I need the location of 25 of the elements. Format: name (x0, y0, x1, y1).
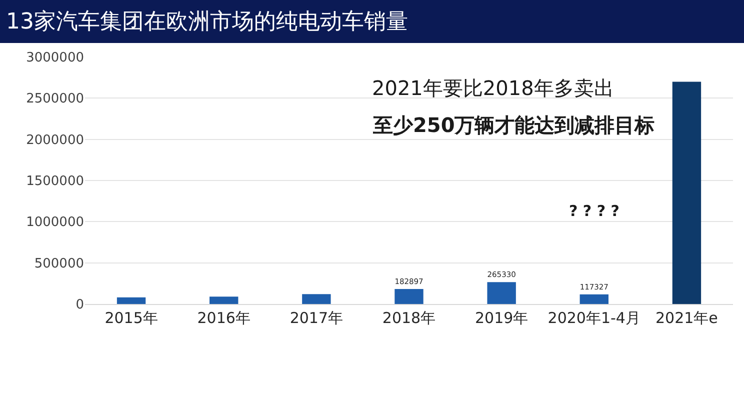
y-tick-label: 2500000 (26, 92, 84, 107)
x-tick-label: 2021年e (656, 309, 718, 327)
y-tick-label: 0 (76, 298, 84, 313)
bar (580, 294, 608, 304)
bar (302, 294, 331, 304)
annotation: 至少250万辆才能达到减排目标 (372, 113, 655, 137)
x-tick-label: 2015年 (104, 309, 158, 327)
y-tick-label: 1000000 (26, 215, 84, 230)
bar (487, 282, 516, 304)
annotation: 2021年要比2018年多卖出 (372, 76, 614, 100)
bar (116, 297, 146, 304)
bar (210, 296, 238, 304)
y-tick-label: 3000000 (26, 50, 84, 66)
bar (394, 288, 424, 304)
x-tick-label: 2018年 (382, 309, 436, 327)
x-tick-label: 2017年 (290, 309, 344, 327)
annotation: ? ? ? ? (569, 202, 620, 220)
y-tick-label: 500000 (34, 256, 84, 272)
bar (672, 82, 702, 304)
y-tick-label: 2000000 (26, 132, 84, 148)
x-tick-label: 2020年1-4月 (548, 309, 640, 327)
x-tick-label: 2016年 (197, 309, 250, 327)
chart-title: 13家汽车集团在欧洲市场的纯电动车销量 (6, 10, 408, 35)
y-tick-label: 1500000 (26, 174, 84, 190)
x-tick-label: 2019年 (474, 309, 528, 327)
